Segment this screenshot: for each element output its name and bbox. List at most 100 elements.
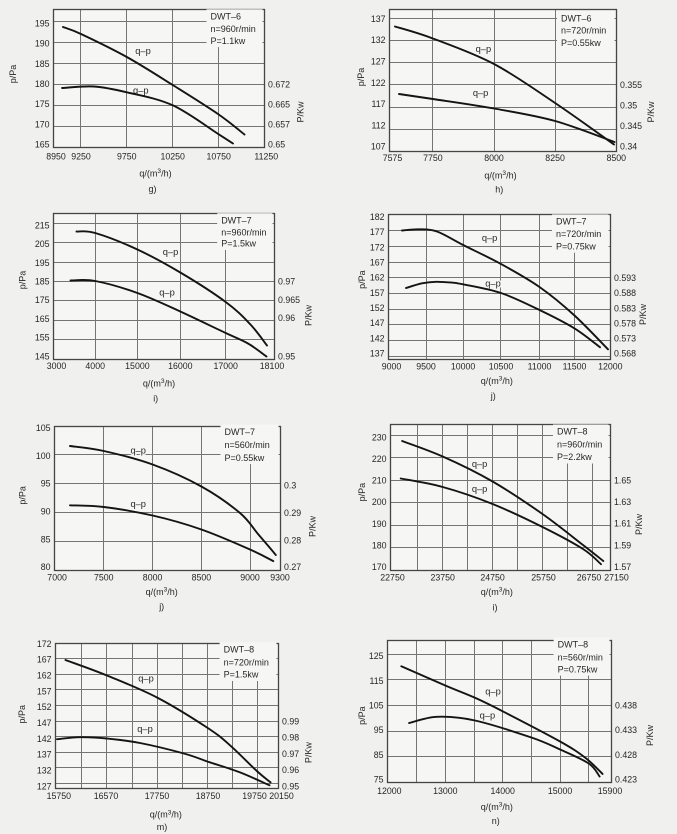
svg-text:n=960r/min: n=960r/min (211, 24, 256, 34)
svg-text:0.97: 0.97 (278, 276, 295, 286)
svg-text:q/(m3/h): q/(m3/h) (150, 809, 182, 819)
svg-text:162: 162 (370, 273, 385, 283)
svg-text:190: 190 (372, 519, 387, 529)
svg-text:q–p: q–p (472, 459, 488, 469)
svg-text:m): m) (157, 822, 168, 832)
svg-text:j): j) (490, 391, 496, 401)
svg-text:7575: 7575 (383, 153, 403, 163)
svg-text:210: 210 (372, 476, 387, 486)
svg-text:P/Kw: P/Kw (303, 742, 313, 764)
svg-text:16000: 16000 (168, 361, 193, 371)
svg-text:170: 170 (35, 119, 50, 129)
svg-text:24750: 24750 (480, 572, 505, 582)
svg-text:q–p: q–p (130, 445, 146, 455)
svg-text:8250: 8250 (545, 153, 565, 163)
svg-text:132: 132 (371, 35, 386, 45)
svg-text:DWT–7: DWT–7 (221, 215, 252, 225)
svg-text:DWT–8: DWT–8 (557, 427, 588, 437)
svg-text:17000: 17000 (213, 361, 238, 371)
svg-text:75: 75 (374, 775, 384, 785)
svg-text:9300: 9300 (270, 572, 290, 582)
svg-text:1.61: 1.61 (614, 519, 631, 529)
svg-text:12000: 12000 (598, 361, 623, 371)
svg-text:h): h) (495, 184, 503, 194)
svg-text:P=1.5kw: P=1.5kw (221, 239, 256, 249)
svg-text:p/Pa: p/Pa (357, 483, 367, 502)
svg-text:0.578: 0.578 (614, 318, 636, 328)
svg-text:0.28: 0.28 (284, 535, 301, 545)
svg-text:9750: 9750 (117, 151, 137, 161)
svg-text:105: 105 (36, 423, 51, 433)
svg-text:3000: 3000 (47, 361, 67, 371)
svg-text:8950: 8950 (46, 151, 66, 161)
svg-text:n=720r/min: n=720r/min (561, 26, 606, 36)
svg-text:16570: 16570 (94, 791, 119, 801)
svg-text:P=0.75kw: P=0.75kw (556, 241, 596, 251)
svg-text:9000: 9000 (240, 572, 260, 582)
svg-text:22750: 22750 (380, 572, 405, 582)
svg-text:137: 137 (370, 348, 385, 358)
svg-text:23750: 23750 (430, 572, 455, 582)
svg-text:7000: 7000 (47, 572, 67, 582)
svg-text:15750: 15750 (47, 791, 72, 801)
svg-text:220: 220 (372, 454, 387, 464)
svg-text:P=0.75kw: P=0.75kw (558, 664, 598, 674)
svg-text:1.65: 1.65 (614, 475, 631, 485)
svg-text:7750: 7750 (423, 153, 443, 163)
svg-text:175: 175 (35, 99, 50, 109)
svg-text:n=960r/min: n=960r/min (557, 440, 602, 450)
svg-text:j): j) (158, 602, 164, 612)
svg-text:162: 162 (37, 671, 52, 681)
svg-text:26750: 26750 (577, 572, 602, 582)
svg-text:95: 95 (41, 479, 51, 489)
svg-text:9500: 9500 (416, 361, 436, 371)
svg-text:8500: 8500 (607, 153, 627, 163)
svg-text:p/Pa: p/Pa (357, 706, 367, 725)
svg-text:P/Kw: P/Kw (646, 101, 656, 123)
svg-text:132: 132 (37, 766, 52, 776)
svg-text:P=2.2kw: P=2.2kw (557, 452, 592, 462)
svg-text:0.433: 0.433 (615, 725, 637, 735)
svg-text:0.35: 0.35 (620, 101, 637, 111)
svg-text:1.57: 1.57 (614, 562, 631, 572)
svg-text:0.3: 0.3 (284, 480, 296, 490)
svg-text:q/(m3/h): q/(m3/h) (139, 168, 171, 178)
svg-text:DWT–8: DWT–8 (224, 645, 255, 655)
svg-text:19750: 19750 (242, 791, 267, 801)
svg-text:18750: 18750 (196, 791, 221, 801)
svg-text:0.672: 0.672 (268, 80, 290, 90)
svg-text:10500: 10500 (489, 361, 514, 371)
svg-text:0.665: 0.665 (268, 100, 290, 110)
svg-text:9000: 9000 (382, 361, 402, 371)
svg-text:147: 147 (37, 718, 52, 728)
svg-text:0.588: 0.588 (614, 288, 636, 298)
svg-text:9250: 9250 (71, 151, 91, 161)
svg-text:137: 137 (371, 14, 386, 24)
svg-text:DWT–7: DWT–7 (556, 217, 587, 227)
svg-text:12000: 12000 (377, 786, 402, 796)
svg-text:P/Kw: P/Kw (638, 304, 648, 326)
svg-text:n): n) (492, 816, 500, 826)
svg-text:i): i) (153, 394, 158, 404)
svg-text:145: 145 (35, 351, 50, 361)
svg-text:q/(m3/h): q/(m3/h) (481, 802, 513, 812)
svg-text:0.97: 0.97 (282, 749, 299, 759)
svg-text:180: 180 (35, 79, 50, 89)
svg-text:20150: 20150 (269, 791, 294, 801)
svg-text:0.428: 0.428 (615, 750, 637, 760)
svg-text:165: 165 (35, 140, 50, 150)
svg-text:95: 95 (374, 725, 384, 735)
svg-text:P=0.55kw: P=0.55kw (561, 38, 601, 48)
svg-text:122: 122 (371, 78, 386, 88)
svg-text:0.99: 0.99 (282, 716, 299, 726)
svg-text:14000: 14000 (490, 786, 515, 796)
svg-text:177: 177 (370, 227, 385, 237)
svg-text:8000: 8000 (143, 572, 163, 582)
svg-text:152: 152 (370, 303, 385, 313)
svg-text:10000: 10000 (451, 361, 476, 371)
svg-text:205: 205 (35, 239, 50, 249)
svg-text:1.63: 1.63 (614, 497, 631, 507)
svg-text:q–p: q–p (138, 674, 154, 684)
svg-text:q–p: q–p (476, 44, 492, 54)
svg-text:8500: 8500 (192, 572, 212, 582)
